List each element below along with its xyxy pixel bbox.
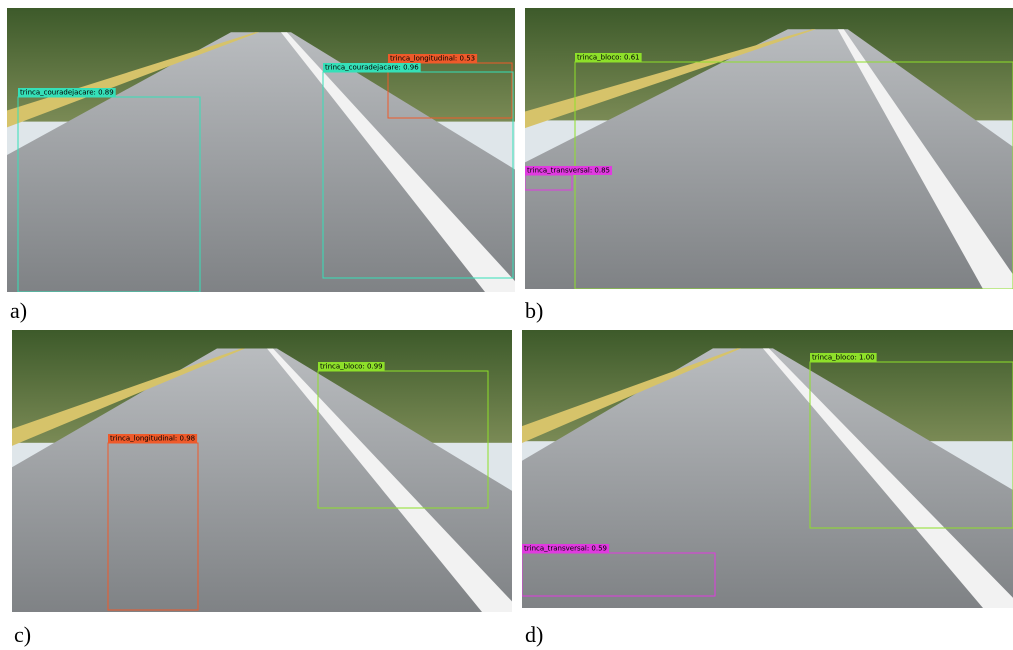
panel-label: c) xyxy=(14,622,31,647)
detection-label: trinca_transversal: 0.85 xyxy=(527,167,610,175)
detection-label: trinca_bloco: 0.99 xyxy=(320,363,383,371)
detection-tag: trinca_couradejacare: 0.96 xyxy=(323,63,421,72)
detection-label: trinca_bloco: 1.00 xyxy=(812,354,875,362)
detection-label: trinca_bloco: 0.61 xyxy=(577,54,640,62)
detection-tag: trinca_couradejacare: 0.89 xyxy=(18,88,116,97)
panel-label: a) xyxy=(10,298,27,323)
detection-label: trinca_longitudinal: 0.53 xyxy=(390,55,475,63)
detection-tag: trinca_transversal: 0.59 xyxy=(522,544,609,553)
detection-label: trinca_longitudinal: 0.98 xyxy=(110,435,195,443)
detection-label: trinca_couradejacare: 0.89 xyxy=(20,89,114,97)
figure: trinca_couradejacare: 0.89 trinca_longitu… xyxy=(0,0,1013,650)
detection-label: trinca_couradejacare: 0.96 xyxy=(325,64,419,72)
detection-tag: trinca_longitudinal: 0.98 xyxy=(108,434,197,443)
detection-tag: trinca_bloco: 1.00 xyxy=(810,353,877,362)
detection-tag: trinca_longitudinal: 0.53 xyxy=(388,54,477,63)
detection-tag: trinca_bloco: 0.99 xyxy=(318,362,385,371)
panel-label: d) xyxy=(525,622,543,647)
detection-label: trinca_transversal: 0.59 xyxy=(524,545,607,553)
detection-tag: trinca_bloco: 0.61 xyxy=(575,53,642,62)
panel-label: b) xyxy=(525,298,543,323)
detection-tag: trinca_transversal: 0.85 xyxy=(525,166,612,175)
